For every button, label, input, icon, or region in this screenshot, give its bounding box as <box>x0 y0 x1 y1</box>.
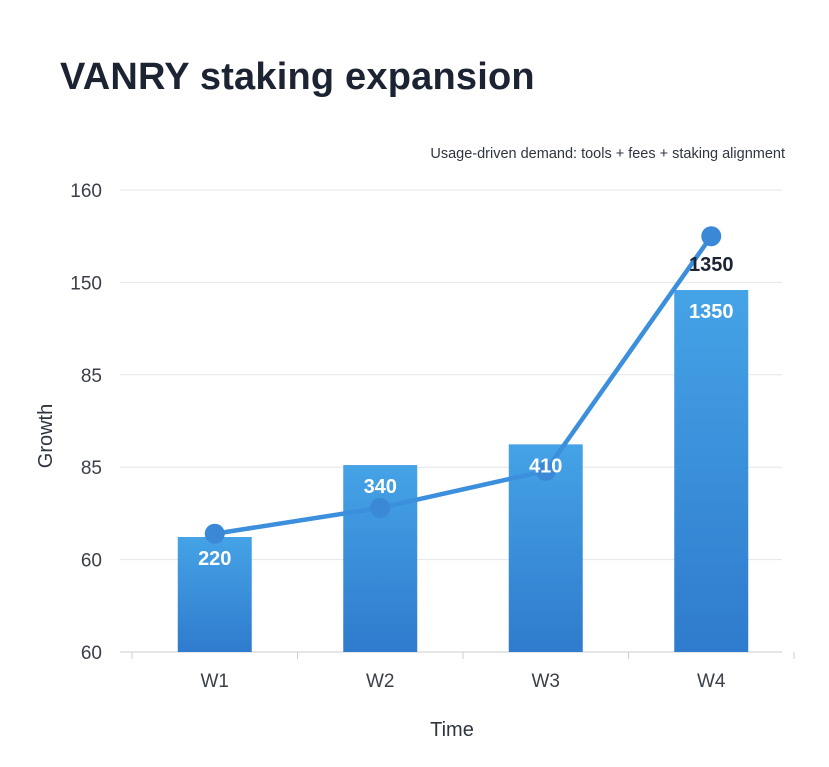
x-tick-label: W3 <box>532 671 561 692</box>
y-tick-label: 60 <box>81 551 102 572</box>
y-tick-label: 150 <box>70 273 102 294</box>
line-point <box>204 523 225 544</box>
line-point <box>370 497 391 518</box>
y-tick-label: 60 <box>81 643 102 664</box>
bar-value-label: 340 <box>364 476 397 498</box>
chart-title: VANRY staking expansion <box>60 56 535 98</box>
bar <box>343 465 418 652</box>
line-point <box>701 226 722 247</box>
line-point <box>535 460 556 481</box>
x-tick-label: W4 <box>697 671 726 692</box>
bar-value-label: 1350 <box>689 301 734 323</box>
bar <box>177 537 252 652</box>
line-point-label: 1350 <box>689 254 734 276</box>
series-line <box>214 234 714 536</box>
x-tick-label: W2 <box>366 671 395 692</box>
bar-value-label: 220 <box>198 548 231 570</box>
y-tick-label: 85 <box>81 366 102 387</box>
y-tick-label: 85 <box>81 458 102 479</box>
bar-value-label: 410 <box>529 455 562 477</box>
y-axis-title: Growth <box>35 404 57 468</box>
x-tick-label: W1 <box>201 671 230 692</box>
chart-subtitle: Usage-driven demand: tools + fees + stak… <box>430 146 785 162</box>
y-tick-label: 160 <box>70 181 102 202</box>
bar <box>674 290 749 652</box>
x-axis-title: Time <box>430 719 474 741</box>
